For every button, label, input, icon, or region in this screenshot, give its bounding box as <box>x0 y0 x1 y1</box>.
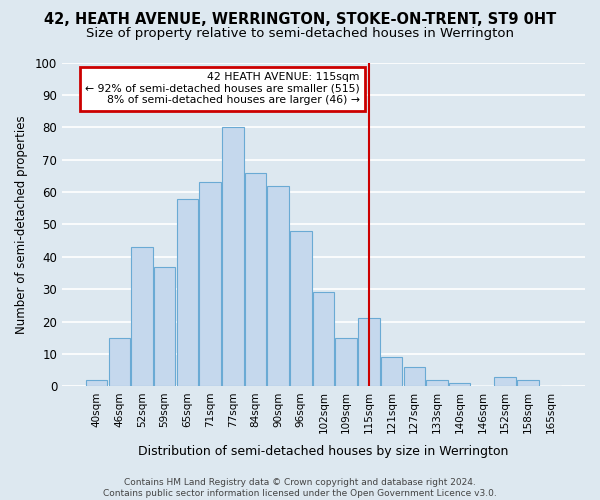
Text: Contains HM Land Registry data © Crown copyright and database right 2024.
Contai: Contains HM Land Registry data © Crown c… <box>103 478 497 498</box>
Text: Size of property relative to semi-detached houses in Werrington: Size of property relative to semi-detach… <box>86 28 514 40</box>
Bar <box>290 231 311 386</box>
Bar <box>109 338 130 386</box>
Bar <box>245 172 266 386</box>
Y-axis label: Number of semi-detached properties: Number of semi-detached properties <box>15 115 28 334</box>
Bar <box>268 186 289 386</box>
Bar <box>426 380 448 386</box>
Bar <box>199 182 221 386</box>
Bar <box>86 380 107 386</box>
Text: 42, HEATH AVENUE, WERRINGTON, STOKE-ON-TRENT, ST9 0HT: 42, HEATH AVENUE, WERRINGTON, STOKE-ON-T… <box>44 12 556 28</box>
X-axis label: Distribution of semi-detached houses by size in Werrington: Distribution of semi-detached houses by … <box>139 444 509 458</box>
Bar <box>176 198 198 386</box>
Bar <box>313 292 334 386</box>
Bar <box>494 376 516 386</box>
Text: 42 HEATH AVENUE: 115sqm
← 92% of semi-detached houses are smaller (515)
8% of se: 42 HEATH AVENUE: 115sqm ← 92% of semi-de… <box>85 72 360 106</box>
Bar <box>381 358 403 386</box>
Bar <box>449 383 470 386</box>
Bar <box>517 380 539 386</box>
Bar <box>154 266 175 386</box>
Bar <box>404 367 425 386</box>
Bar <box>358 318 380 386</box>
Bar <box>131 247 153 386</box>
Bar <box>335 338 357 386</box>
Bar <box>222 128 244 386</box>
